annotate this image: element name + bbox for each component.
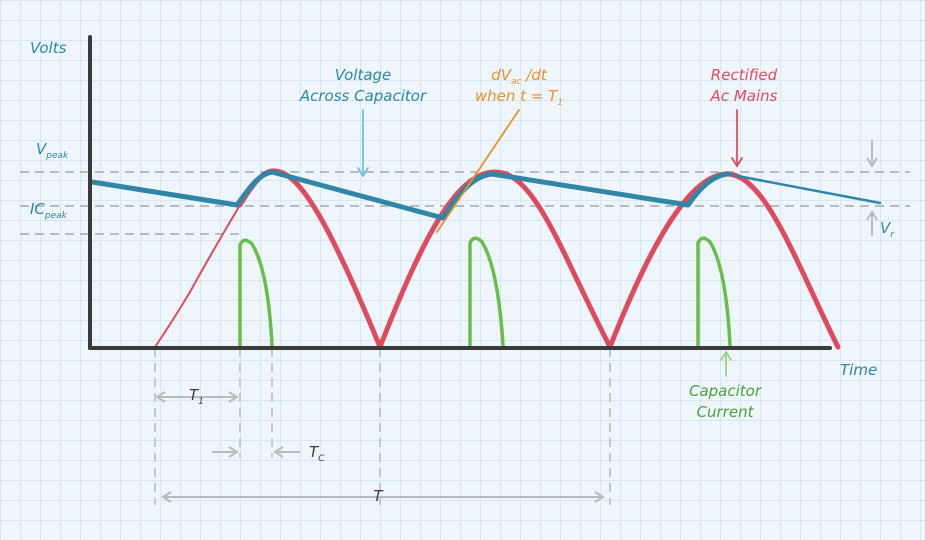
current-pulse-2 <box>468 236 505 347</box>
t-arrow-right-head <box>594 491 605 503</box>
voltage-pointer-head <box>357 167 369 178</box>
interval-guides <box>154 348 611 505</box>
current-pulse-1 <box>238 238 274 347</box>
capacitor-voltage-curve <box>89 169 882 221</box>
capacitor-voltage-label-2: Across Capacitor <box>299 87 427 105</box>
t1-end-arrow-head <box>228 446 239 458</box>
slope-when: when t = T <box>475 87 559 105</box>
capacitor-voltage-main <box>89 169 730 221</box>
capacitor-current-curve <box>238 236 732 347</box>
slope-sub: ac <box>511 77 522 87</box>
slope-pointer <box>436 109 520 233</box>
axes <box>88 35 832 350</box>
t1-arrow-right-head <box>228 391 239 403</box>
current-pointer-head <box>720 350 732 361</box>
t1-main: T <box>189 386 200 404</box>
v-r-main: V <box>880 219 892 237</box>
ic-peak-main: IC <box>30 200 45 218</box>
t-label: T <box>373 487 384 505</box>
capacitor-voltage-label-1: Voltage <box>335 66 392 84</box>
vr-bottom-arrow-head <box>866 210 878 221</box>
interval-arrows <box>155 140 878 503</box>
tc-main: T <box>309 443 320 461</box>
pointers <box>357 109 743 377</box>
ic-peak-label: ICpeak <box>30 200 68 221</box>
ic-peak-sub: peak <box>44 211 68 221</box>
rectified-label-2: Ac Mains <box>710 87 778 105</box>
rectified-rise-thin <box>154 204 241 348</box>
capacitor-voltage-tail <box>725 172 882 205</box>
t-arrow-left-head <box>161 491 172 503</box>
y-axis-label: Volts <box>30 39 67 57</box>
t1-sub: 1 <box>198 397 204 407</box>
tc-label: TC <box>309 443 325 464</box>
slope-label-2: when t = T1 <box>475 87 563 108</box>
tc-arrow-head <box>273 446 284 458</box>
t1-label: T1 <box>189 386 204 407</box>
rectified-label-1: Rectified <box>711 66 778 84</box>
level-guides <box>20 171 910 235</box>
v-peak-label: Vpeak <box>36 140 69 161</box>
slope-main: dV <box>491 66 513 84</box>
capacitor-current-label-2: Current <box>697 403 755 421</box>
slope-rest: /dt <box>522 66 548 84</box>
v-r-label: Vr <box>880 219 895 240</box>
v-peak-main: V <box>36 140 48 158</box>
slope-when-sub: 1 <box>557 98 563 108</box>
slope-label-1: dVac /dt <box>491 66 548 87</box>
v-r-sub: r <box>890 230 895 240</box>
current-pulse-3 <box>696 236 732 347</box>
vr-top-arrow-head <box>866 157 878 168</box>
rectified-pointer-head <box>731 157 743 168</box>
v-peak-sub: peak <box>45 151 69 161</box>
t1-arrow-left-head <box>155 391 166 403</box>
rectified-arc-2 <box>377 169 613 350</box>
x-axis-label: Time <box>840 361 877 379</box>
tc-sub: C <box>318 454 325 464</box>
capacitor-current-label-1: Capacitor <box>689 382 762 400</box>
